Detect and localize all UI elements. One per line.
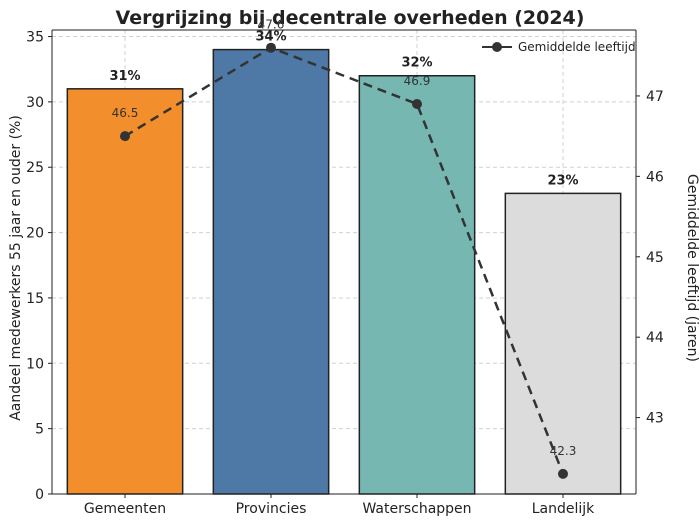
- average-age-point: [558, 468, 568, 479]
- y-tick-label: 30: [26, 95, 44, 111]
- legend: Gemiddelde leeftijd: [482, 40, 636, 54]
- bar-value-label: 31%: [109, 69, 140, 84]
- legend-point-marker: [492, 42, 502, 52]
- bar-value-label: 32%: [401, 56, 432, 71]
- y-tick-label: 35: [26, 30, 44, 46]
- y2-tick-label: 43: [646, 411, 664, 427]
- chart-title: Vergrijzing bij decentrale overheden (20…: [116, 7, 585, 29]
- legend-label: Gemiddelde leeftijd: [518, 40, 636, 54]
- y-tick-label: 5: [35, 422, 44, 438]
- y-tick-label: 25: [26, 160, 44, 176]
- average-age-value-label: 47.6: [258, 18, 285, 32]
- average-age-line: [124, 46, 565, 475]
- y2-tick-label: 45: [646, 250, 664, 266]
- y2-axis-label: Gemiddelde leeftijd (jaren): [684, 174, 700, 362]
- bar-provincies: [212, 48, 330, 495]
- y-tick-label: 10: [26, 356, 44, 372]
- bar-landelijk: [504, 192, 622, 495]
- average-age-value-label: 46.5: [112, 106, 139, 120]
- bar-gemeenten: [66, 88, 184, 495]
- y-tick-label: 20: [26, 226, 44, 242]
- x-tick-label: Provincies: [236, 501, 307, 517]
- y2-tick-label: 47: [646, 89, 664, 105]
- x-tick-label: Landelijk: [532, 501, 595, 517]
- x-tick-label: Gemeenten: [84, 501, 166, 517]
- bar-value-label: 34%: [255, 30, 286, 45]
- average-age-point: [120, 131, 130, 142]
- y-tick-label: 0: [35, 487, 44, 503]
- average-age-value-label: 46.9: [404, 74, 431, 88]
- bar-waterschappen: [358, 74, 476, 495]
- y-tick-label: 15: [26, 291, 44, 307]
- average-age-value-label: 42.3: [550, 444, 577, 458]
- y2-tick-label: 46: [646, 169, 664, 185]
- average-age-point: [266, 42, 276, 53]
- bar-value-label: 23%: [547, 173, 578, 188]
- average-age-point: [412, 98, 422, 109]
- y-axis-label: Aandeel medewerkers 55 jaar en ouder (%): [8, 115, 24, 421]
- x-tick-label: Waterschappen: [362, 501, 471, 517]
- y2-tick-label: 44: [646, 330, 664, 346]
